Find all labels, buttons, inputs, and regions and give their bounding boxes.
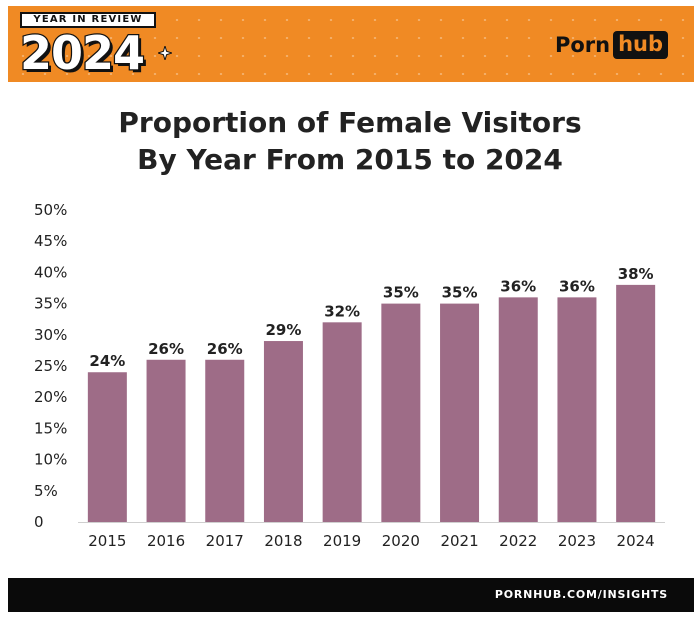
y-tick-label: 45% [34, 232, 67, 250]
chart-title: Proportion of Female Visitors By Year Fr… [0, 104, 700, 178]
data-label-2022: 36% [500, 277, 536, 295]
data-label-2020: 35% [383, 284, 419, 302]
x-tick-label-2022: 2022 [499, 532, 537, 550]
data-label-2024: 38% [618, 265, 654, 283]
sparkle-icon [158, 46, 172, 60]
data-label-2016: 26% [148, 340, 184, 358]
year-in-review-year: 2024 [19, 26, 147, 80]
x-tick-label-2019: 2019 [323, 532, 361, 550]
bar-2018 [263, 341, 303, 522]
x-tick-label-2015: 2015 [88, 532, 126, 550]
y-tick-label: 50% [34, 201, 67, 219]
bar-2023 [557, 297, 597, 522]
y-tick-label: 15% [34, 419, 67, 437]
data-label-2023: 36% [559, 277, 595, 295]
bar-chart: 0 5% 10% 15% 20% 25% 30% 35% 40% 45% 50% 24% 2015 26%… [34, 201, 665, 550]
bar-2022 [498, 297, 538, 522]
chart-title-line-1: Proportion of Female Visitors [118, 106, 582, 139]
bar-2016 [146, 359, 186, 522]
footer-bar: PORNHUB.COM/INSIGHTS [8, 578, 694, 612]
bar-2020 [381, 303, 421, 522]
logo-porn-text: Porn [554, 33, 611, 57]
data-label-2015: 24% [89, 352, 125, 370]
bar-2015 [87, 372, 127, 522]
y-tick-label: 25% [34, 357, 67, 375]
y-tick-label: 0 [34, 513, 44, 531]
y-tick-label: 20% [34, 388, 67, 406]
year-in-review-badge: YEAR IN REVIEW 2024 [19, 12, 172, 82]
x-tick-label-2017: 2017 [206, 532, 244, 550]
header-banner: YEAR IN REVIEW 2024 Porn hub [8, 6, 694, 82]
y-tick-label: 10% [34, 451, 67, 469]
data-label-2017: 26% [207, 340, 243, 358]
x-tick-label-2023: 2023 [558, 532, 596, 550]
x-tick-label-2020: 2020 [382, 532, 420, 550]
year-in-review-label: YEAR IN REVIEW [20, 12, 156, 28]
logo-hub-text: hub [613, 31, 668, 59]
y-tick-label: 5% [34, 482, 58, 500]
bar-2021 [440, 303, 480, 522]
y-tick-label: 35% [34, 295, 67, 313]
bar-2019 [322, 322, 362, 522]
data-label-2019: 32% [324, 302, 360, 320]
x-tick-label-2024: 2024 [617, 532, 655, 550]
x-tick-label-2018: 2018 [264, 532, 302, 550]
y-tick-label: 40% [34, 263, 67, 281]
brand-logo: Porn hub [555, 30, 668, 60]
x-tick-label-2016: 2016 [147, 532, 185, 550]
data-label-2018: 29% [265, 321, 301, 339]
data-label-2021: 35% [442, 284, 478, 302]
y-tick-label: 30% [34, 326, 67, 344]
footer-url: PORNHUB.COM/INSIGHTS [494, 588, 668, 601]
x-tick-label-2021: 2021 [440, 532, 478, 550]
chart-title-line-2: By Year From 2015 to 2024 [137, 143, 563, 176]
bar-2017 [205, 359, 245, 522]
bar-2024 [616, 284, 656, 522]
